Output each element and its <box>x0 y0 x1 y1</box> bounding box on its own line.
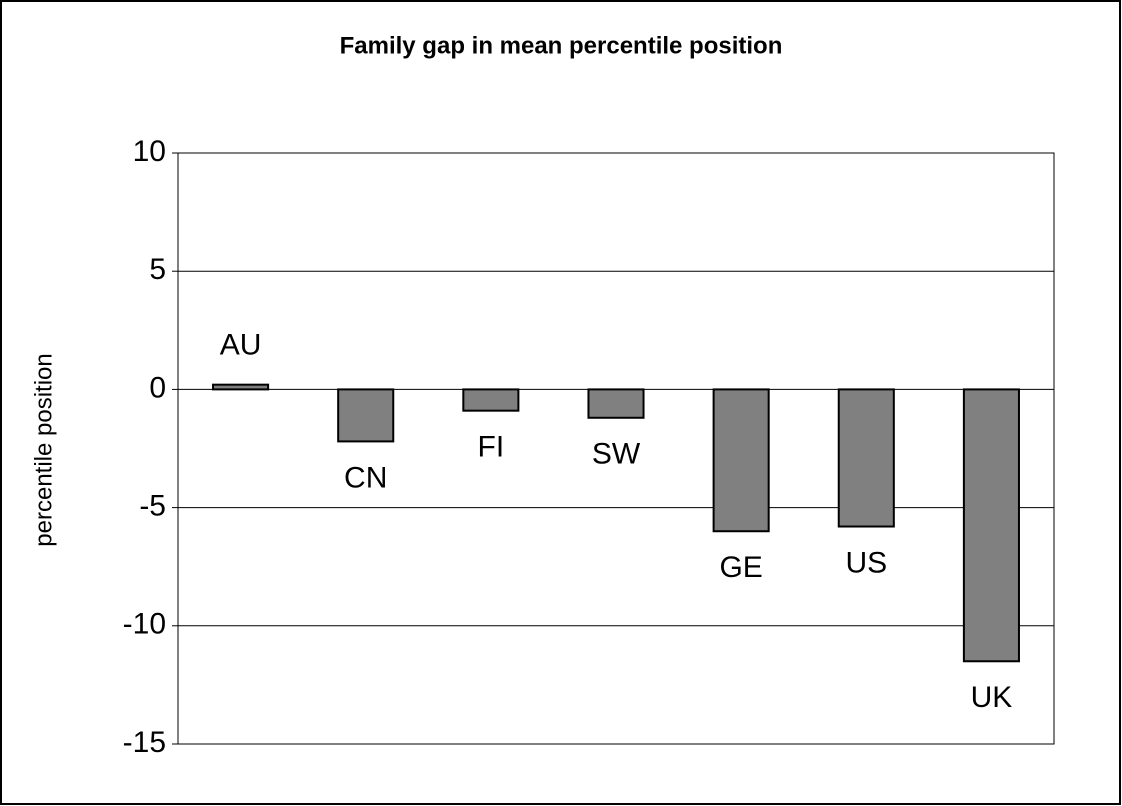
bar <box>337 388 395 443</box>
y-tick-label: 10 <box>133 135 166 168</box>
y-tick-label: -10 <box>123 608 166 641</box>
category-label: SW <box>592 438 641 471</box>
category-label: US <box>845 546 887 579</box>
bar <box>462 388 520 412</box>
y-tick-label: -15 <box>123 726 166 759</box>
bar <box>587 388 645 419</box>
category-label: CN <box>344 461 387 494</box>
bar <box>712 388 770 533</box>
category-label: FI <box>478 431 505 464</box>
bar <box>212 383 270 391</box>
y-axis-label: percentile position <box>30 353 57 546</box>
y-tick-label: 5 <box>149 253 166 286</box>
category-label: UK <box>971 681 1013 714</box>
bar <box>837 388 895 528</box>
bar <box>962 388 1020 663</box>
chart-title: Family gap in mean percentile position <box>340 32 783 59</box>
y-tick-label: 0 <box>149 371 166 404</box>
category-label: AU <box>220 329 262 362</box>
y-tick-label: -5 <box>139 490 166 523</box>
category-label: GE <box>719 551 762 584</box>
